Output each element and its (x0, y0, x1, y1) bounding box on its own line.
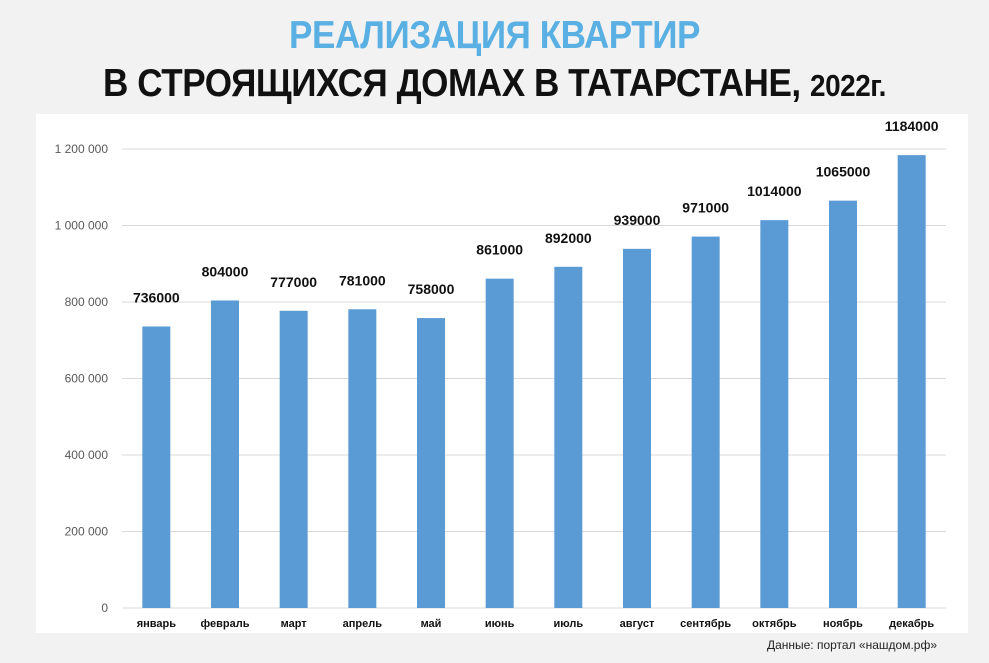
bar (211, 300, 239, 608)
chart-title-line2: В СТРОЯЩИХСЯ ДОМАХ В ТАТАРСТАНЕ, 2022г. (49, 62, 939, 106)
y-tick-label: 1 000 000 (55, 219, 109, 233)
y-tick-label: 0 (101, 601, 108, 615)
x-tick-label: январь (137, 618, 177, 630)
bar (829, 200, 857, 608)
bar (623, 248, 651, 608)
bar (554, 266, 583, 608)
chart-title-year: 2022г. (810, 68, 886, 103)
data-label: 758000 (408, 281, 455, 297)
data-label: 892000 (545, 230, 592, 246)
data-label: 861000 (476, 242, 523, 258)
data-label: 1065000 (816, 164, 871, 180)
chart-title-line1: РЕАЛИЗАЦИЯ КВАРТИР (289, 14, 700, 57)
bar (897, 155, 926, 608)
source-note: Данные: портал «нашдом.рф» (766, 638, 937, 652)
y-tick-label: 200 000 (65, 525, 109, 539)
x-tick-label: октябрь (752, 618, 797, 630)
x-tick-label: сентябрь (680, 618, 731, 630)
x-tick-label: август (620, 618, 655, 630)
bar (691, 236, 720, 608)
data-label: 781000 (339, 272, 386, 288)
bar (142, 326, 171, 608)
data-label: 1184000 (885, 118, 939, 134)
data-label: 736000 (133, 289, 180, 305)
data-label: 1014000 (747, 183, 802, 199)
x-tick-label: июль (554, 618, 584, 630)
y-tick-label: 800 000 (65, 295, 109, 309)
bar (485, 278, 514, 608)
x-tick-label: июнь (485, 618, 515, 630)
x-tick-label: ноябрь (823, 618, 863, 630)
bar (279, 310, 308, 608)
bar (417, 318, 445, 608)
x-tick-label: февраль (201, 618, 250, 630)
y-tick-label: 600 000 (65, 372, 109, 386)
bar-chart: 0 200 000 400 000 600 000 800 000 1 000 000 1 … (55, 118, 946, 630)
x-tick-label: апрель (343, 618, 383, 630)
data-label: 777000 (270, 274, 317, 290)
chart-panel: 0 200 000 400 000 600 000 800 000 1 000 000 1 … (36, 114, 968, 633)
x-tick-label: март (281, 618, 308, 630)
bar (348, 309, 377, 608)
bar (760, 220, 789, 608)
x-tick-label: май (421, 618, 442, 630)
data-label: 971000 (682, 200, 729, 216)
y-tick-label: 400 000 (65, 448, 109, 462)
x-tick-label: декабрь (889, 618, 934, 630)
data-label: 939000 (614, 212, 661, 228)
data-label: 804000 (202, 263, 249, 279)
y-tick-label: 1 200 000 (55, 142, 109, 156)
chart-title-region: В СТРОЯЩИХСЯ ДОМАХ В ТАТАРСТАНЕ, (103, 62, 801, 105)
